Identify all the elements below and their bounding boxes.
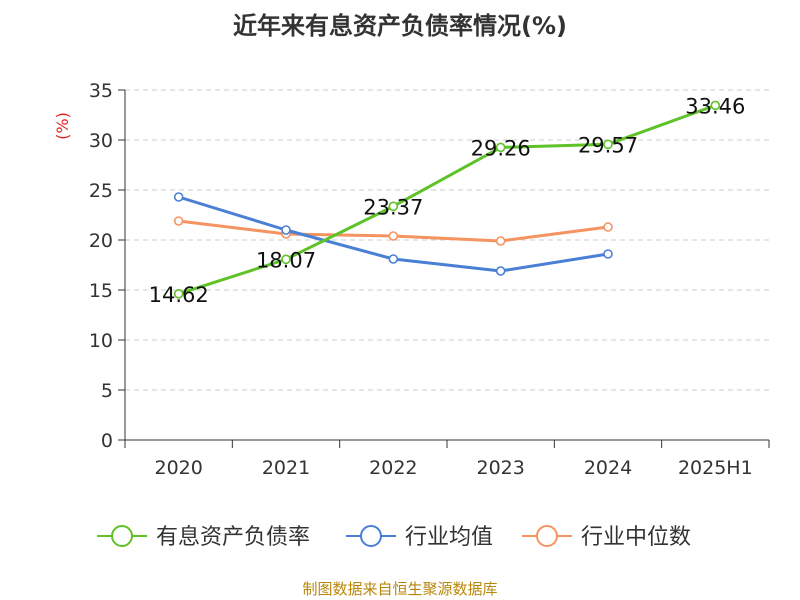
legend-label: 行业中位数	[581, 525, 691, 550]
x-tick-label: 2024	[584, 457, 632, 479]
data-point	[603, 249, 613, 259]
legend-label: 有息资产负债率	[156, 525, 310, 550]
y-tick-label: 15	[89, 280, 113, 302]
data-point	[281, 225, 291, 235]
y-tick-label: 25	[89, 180, 113, 202]
data-label: 23.37	[363, 195, 423, 219]
legend-marker	[111, 525, 133, 547]
legend-marker	[536, 525, 558, 547]
data-label: 33.46	[685, 94, 745, 118]
data-point	[495, 142, 506, 153]
y-tick-label: 20	[89, 230, 113, 252]
chart-title: 近年来有息资产负债率情况(%)	[233, 12, 567, 40]
y-tick-label: 30	[89, 130, 113, 152]
data-point	[603, 222, 613, 232]
data-point	[495, 266, 506, 276]
data-point	[173, 288, 184, 299]
data-point	[388, 231, 399, 241]
legend-label: 行业均值	[405, 525, 493, 550]
data-point	[388, 254, 399, 264]
x-tick-label: 2025H1	[678, 457, 753, 479]
data-point	[173, 216, 184, 226]
data-label: 14.62	[149, 283, 209, 307]
source-note: 制图数据来自恒生聚源数据库	[302, 580, 498, 598]
x-tick-label: 2023	[476, 457, 524, 479]
data-label: 29.26	[471, 136, 531, 160]
legend-marker	[360, 525, 382, 547]
series-line	[178, 103, 716, 296]
x-tick-label: 2022	[369, 457, 417, 479]
y-tick-label: 0	[101, 430, 113, 452]
data-label: 29.57	[578, 133, 638, 157]
data-point	[173, 192, 184, 202]
data-point	[495, 236, 506, 246]
y-tick-label: 35	[89, 80, 113, 102]
x-tick-label: 2021	[262, 457, 310, 479]
data-point	[388, 201, 399, 212]
x-tick-label: 2020	[154, 457, 202, 479]
data-point	[603, 139, 613, 150]
data-point	[710, 100, 721, 111]
y-axis-label: (%)	[53, 112, 72, 140]
data-label: 18.07	[256, 248, 316, 272]
y-tick-label: 5	[101, 380, 113, 402]
data-point	[281, 254, 291, 265]
y-tick-label: 10	[89, 330, 113, 352]
